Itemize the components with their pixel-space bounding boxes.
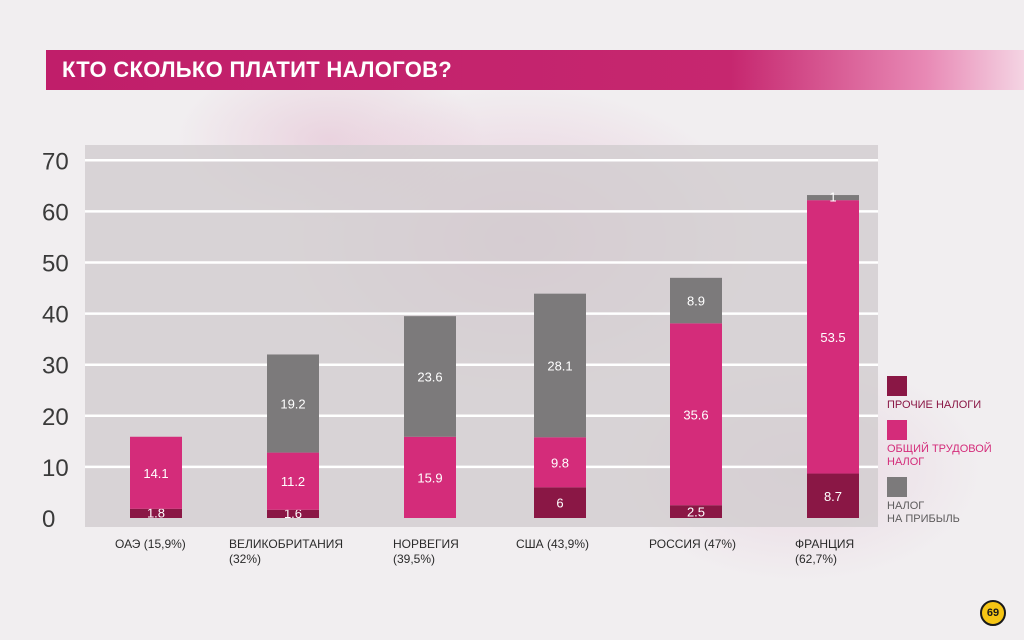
x-tick-label-4: РОССИЯ (47%): [649, 537, 736, 551]
y-tick-label-40: 40: [42, 302, 69, 329]
legend-label-profit-tax: НАЛОГ НА ПРИБЫЛЬ: [887, 500, 960, 525]
bar-segment-2-2: [404, 316, 456, 437]
data-label-1-1: 11.2: [281, 474, 305, 489]
data-label-1-2: 19.2: [280, 397, 305, 412]
x-tick-label-1: ВЕЛИКОБРИТАНИЯ (32%): [229, 537, 343, 566]
data-label-2-2: 23.6: [417, 369, 442, 384]
data-label-4-1: 35.6: [683, 407, 708, 422]
legend: ПРОЧИЕ НАЛОГИ ОБЩИЙ ТРУДОВОЙ НАЛОГ НАЛОГ…: [887, 376, 1024, 534]
bar-segment-5-0: [807, 473, 859, 518]
y-tick-label-0: 0: [42, 506, 55, 533]
bar-segment-1-1: [267, 452, 319, 510]
x-tick-label-5: ФРАНЦИЯ (62,7%): [795, 537, 854, 566]
bar-segment-5-2: [807, 195, 859, 201]
legend-swatch-profit-tax: [887, 477, 907, 497]
bar-segment-1-0: [267, 509, 319, 518]
bar-segment-4-1: [670, 323, 722, 506]
y-tick-label-60: 60: [42, 199, 69, 226]
legend-label-labor-tax: ОБЩИЙ ТРУДОВОЙ НАЛОГ: [887, 443, 992, 468]
legend-swatch-labor-tax: [887, 420, 907, 440]
y-tick-label-20: 20: [42, 404, 69, 431]
data-label-5-0: 8.7: [824, 489, 842, 504]
data-label-3-0: 6: [556, 496, 563, 511]
data-label-4-0: 2.5: [687, 505, 705, 520]
channel-logo-text: 69: [986, 607, 1000, 619]
data-label-0-0: 1.8: [147, 505, 165, 520]
legend-label-other-taxes: ПРОЧИЕ НАЛОГИ: [887, 399, 982, 411]
y-tick-label-50: 50: [42, 251, 69, 278]
y-tick-label-70: 70: [42, 148, 69, 175]
data-label-2-1: 15.9: [417, 470, 442, 485]
bar-segment-1-2: [267, 354, 319, 453]
data-label-5-2: 1: [829, 190, 836, 205]
plot-area: [85, 145, 878, 527]
bar-segment-4-0: [670, 505, 722, 518]
bar-segment-0-0: [130, 508, 182, 518]
bar-segment-2-1: [404, 436, 456, 518]
data-label-3-1: 9.8: [551, 455, 569, 470]
data-label-0-1: 14.1: [143, 466, 168, 481]
bar-segment-3-1: [534, 437, 586, 488]
data-label-3-2: 28.1: [547, 358, 572, 373]
title-bar: КТО СКОЛЬКО ПЛАТИТ НАЛОГОВ?: [46, 50, 1024, 90]
legend-item-other-taxes: ПРОЧИЕ НАЛОГИ: [887, 376, 1024, 412]
bar-segment-3-0: [534, 487, 586, 518]
x-tick-label-0: ОАЭ (15,9%): [115, 537, 186, 551]
x-tick-label-3: США (43,9%): [516, 537, 589, 551]
bar-segment-4-2: [670, 277, 722, 324]
legend-swatch-other-taxes: [887, 376, 907, 396]
y-tick-label-10: 10: [42, 455, 69, 482]
data-label-5-1: 53.5: [820, 330, 845, 345]
legend-item-profit-tax: НАЛОГ НА ПРИБЫЛЬ: [887, 477, 1024, 526]
channel-logo: 69: [980, 600, 1006, 626]
y-tick-label-30: 30: [42, 353, 69, 380]
x-tick-label-2: НОРВЕГИЯ (39,5%): [393, 537, 459, 566]
data-label-4-2: 8.9: [687, 294, 705, 309]
chart-title: КТО СКОЛЬКО ПЛАТИТ НАЛОГОВ?: [62, 57, 453, 82]
bar-segment-0-1: [130, 436, 182, 509]
bar-segment-3-2: [534, 293, 586, 438]
legend-item-labor-tax: ОБЩИЙ ТРУДОВОЙ НАЛОГ: [887, 420, 1024, 469]
bar-segment-5-1: [807, 200, 859, 474]
